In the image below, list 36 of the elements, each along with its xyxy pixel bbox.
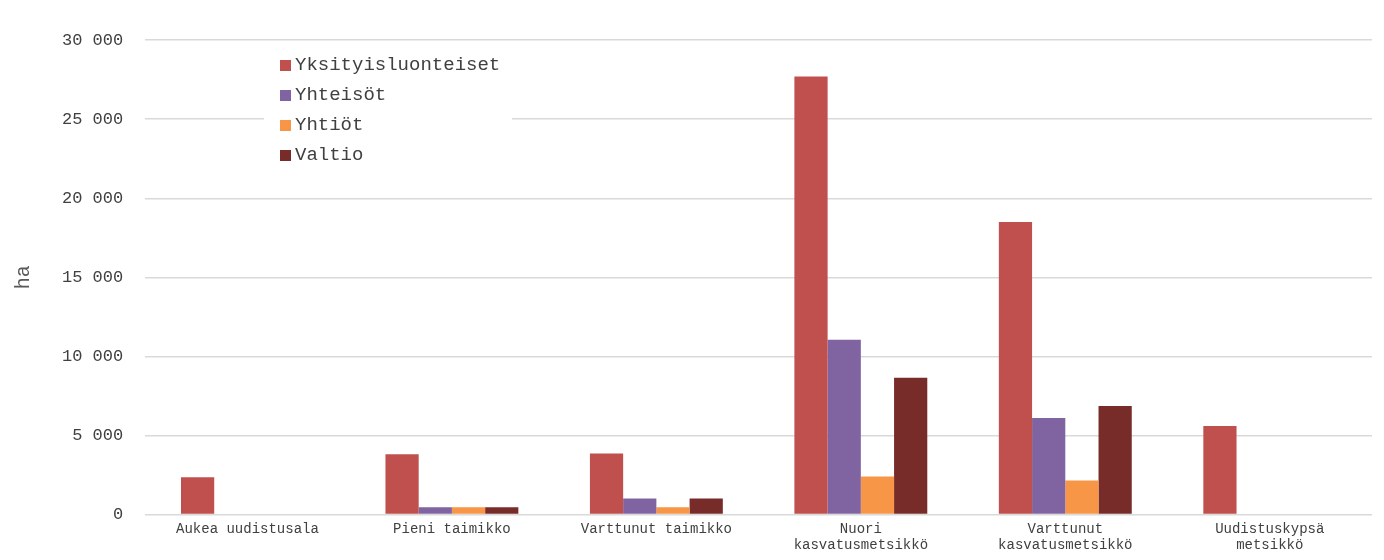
x-tick-label: Aukea uudistusala	[176, 520, 319, 537]
y-tick-label: 5 000	[72, 425, 124, 445]
bar	[894, 377, 928, 514]
y-tick-label: 0	[113, 504, 124, 524]
bar	[385, 454, 419, 514]
y-tick-label: 25 000	[61, 109, 124, 129]
legend-label: Yksityisluonteiset	[295, 53, 501, 78]
x-tick-label: Varttunut taimikko	[580, 520, 732, 537]
bar	[689, 498, 723, 514]
x-tick-label: Varttunut kasvatusmetsikkö	[998, 520, 1133, 554]
bar	[589, 453, 624, 514]
bar	[1032, 417, 1066, 514]
y-tick-label: 30 000	[61, 30, 124, 50]
legend-label: Valtio	[295, 143, 364, 168]
bar	[418, 507, 452, 514]
bar	[485, 507, 519, 514]
bar	[827, 339, 861, 514]
bar	[860, 476, 895, 514]
x-tick-label: Nuori kasvatusmetsikkö	[793, 520, 929, 554]
bar	[998, 221, 1033, 514]
y-tick-label: 15 000	[61, 267, 124, 287]
bar	[656, 507, 690, 514]
x-tick-label: Uudistuskypsä metsikkö	[1215, 520, 1325, 554]
y-axis-title: ha	[12, 265, 36, 290]
x-tick-label: Pieni taimikko	[393, 520, 511, 537]
legend-label: Yhtiöt	[295, 113, 364, 138]
bar	[451, 507, 486, 514]
bar	[1065, 480, 1099, 514]
bar	[180, 477, 215, 514]
bar	[794, 76, 828, 514]
bar	[1098, 406, 1132, 514]
y-tick-label: 10 000	[61, 346, 124, 366]
bar	[1203, 425, 1237, 514]
bar	[623, 498, 657, 514]
legend-label: Yhteisöt	[295, 83, 387, 108]
y-tick-label: 20 000	[61, 188, 124, 208]
